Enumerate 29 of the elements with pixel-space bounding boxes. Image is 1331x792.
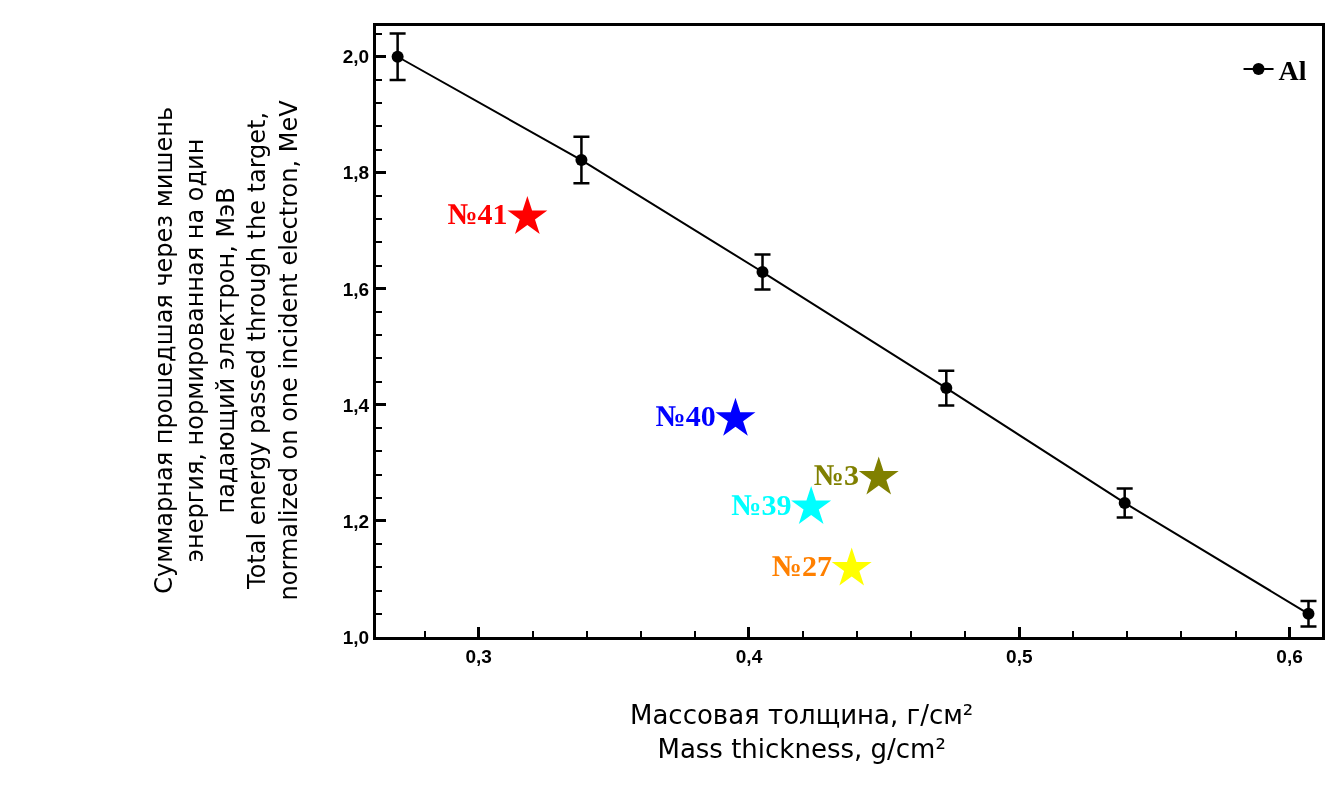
y-tick-label: 1,0 xyxy=(342,626,370,648)
point xyxy=(831,547,872,586)
y-axis-title: Суммарная прошедшая через мишень энергия, нормированная на один падающий электрон, МэВ Total energy passed through the target, normalized on one incident electron, MeV xyxy=(149,99,303,601)
y-tick-label: 1,2 xyxy=(342,510,370,532)
series-label: №3 xyxy=(813,457,859,491)
series-label: №39 xyxy=(731,487,792,521)
x-tick-label: 0,5 xyxy=(1006,645,1033,667)
point xyxy=(791,486,832,525)
y-tick-label: 1,6 xyxy=(342,278,370,300)
point xyxy=(715,397,756,436)
x-tick-label: 0,3 xyxy=(465,645,492,667)
series-label: №27 xyxy=(771,549,832,583)
point xyxy=(391,50,404,63)
x-axis-title: Массовая толщина, г/см² Mass thickness, g/cm² xyxy=(630,700,974,764)
y-tick-label: 1,4 xyxy=(342,394,370,416)
y-tick-label: 1,8 xyxy=(342,162,370,184)
point xyxy=(858,456,899,495)
series-label: №41 xyxy=(447,197,508,231)
x-tick-label: 0,4 xyxy=(735,645,763,667)
series-label: №40 xyxy=(655,399,716,433)
point xyxy=(507,195,548,234)
point xyxy=(1302,607,1315,620)
legend-label: Al xyxy=(1278,54,1307,86)
point xyxy=(575,154,588,167)
y-tick-label: 2,0 xyxy=(342,46,370,68)
x-tick-label: 0,6 xyxy=(1276,645,1303,667)
point xyxy=(756,266,769,279)
point xyxy=(940,382,953,395)
point xyxy=(1118,496,1131,509)
